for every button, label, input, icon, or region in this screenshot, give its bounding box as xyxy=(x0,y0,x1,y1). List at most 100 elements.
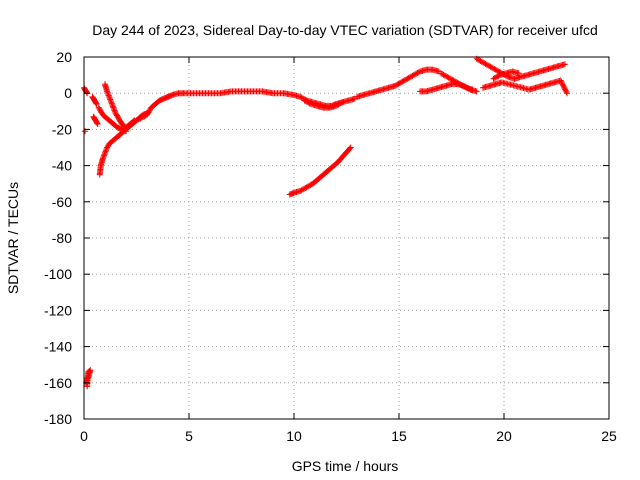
series-arc-end-low xyxy=(480,77,570,97)
x-axis-label: GPS time / hours xyxy=(292,458,399,474)
data-point xyxy=(395,80,402,87)
data-point xyxy=(438,70,444,77)
data-point xyxy=(138,114,145,121)
x-tick-label: 20 xyxy=(496,428,512,444)
data-point xyxy=(393,82,400,89)
grid xyxy=(84,57,609,419)
series-arc-late-upper xyxy=(438,70,476,93)
data-point xyxy=(111,107,118,114)
data-point xyxy=(413,70,420,77)
data-point xyxy=(83,89,90,96)
data-point xyxy=(476,57,483,64)
data-point xyxy=(453,78,460,85)
data-point xyxy=(449,76,456,83)
data-point xyxy=(99,155,106,162)
data-point xyxy=(558,80,565,87)
data-point xyxy=(398,79,405,86)
data-point xyxy=(561,85,568,92)
data-point xyxy=(444,73,451,80)
data-point xyxy=(297,187,304,194)
data-point xyxy=(333,102,339,109)
data-point xyxy=(107,97,114,104)
data-point xyxy=(450,77,457,84)
data-point xyxy=(100,154,107,161)
series-arc-end-right xyxy=(473,55,568,82)
data-point xyxy=(105,92,112,99)
data-point xyxy=(100,152,107,159)
data-point xyxy=(391,82,398,89)
data-point xyxy=(404,75,411,82)
data-point xyxy=(403,76,410,83)
data-point xyxy=(469,86,476,93)
data-point xyxy=(559,81,566,88)
data-point xyxy=(486,63,493,70)
data-point xyxy=(515,70,522,77)
data-point xyxy=(134,116,141,123)
data-point xyxy=(111,108,118,115)
data-marks xyxy=(81,55,570,390)
data-point xyxy=(557,77,564,84)
data-point xyxy=(399,78,406,85)
data-point xyxy=(336,100,343,107)
data-point xyxy=(347,144,354,151)
data-point xyxy=(560,83,567,90)
data-point xyxy=(105,91,112,98)
series-arc-late-rise xyxy=(354,66,442,100)
data-point xyxy=(304,183,311,190)
y-tick-label: 20 xyxy=(56,49,72,65)
data-point xyxy=(301,185,308,192)
chart-title: Day 244 of 2023, Sidereal Day-to-day VTE… xyxy=(92,22,598,38)
data-point xyxy=(446,75,453,82)
data-point xyxy=(410,72,417,79)
y-tick-label: -160 xyxy=(44,375,72,391)
data-point xyxy=(562,87,569,94)
data-point xyxy=(563,88,570,95)
data-point xyxy=(298,187,305,194)
data-point xyxy=(306,100,313,107)
data-point xyxy=(495,72,502,79)
data-point xyxy=(103,147,110,154)
data-point xyxy=(94,120,101,127)
y-tick-label: -60 xyxy=(52,194,72,210)
data-point xyxy=(562,86,569,93)
data-point xyxy=(339,99,346,106)
data-point xyxy=(338,99,345,106)
data-point xyxy=(451,78,458,85)
data-point xyxy=(110,104,117,111)
data-point xyxy=(396,80,403,87)
data-point xyxy=(455,80,462,87)
data-point xyxy=(107,96,114,103)
series-arc-early-low xyxy=(90,113,101,127)
data-point xyxy=(93,101,100,108)
data-point xyxy=(490,65,497,72)
y-tick-label: -20 xyxy=(52,121,72,137)
data-point xyxy=(494,73,501,80)
data-point xyxy=(306,182,313,189)
data-point xyxy=(106,93,113,100)
data-point xyxy=(478,58,485,65)
data-point xyxy=(456,81,463,88)
data-point xyxy=(334,102,341,109)
data-point xyxy=(439,71,446,78)
series-arc-descending-segment xyxy=(286,144,354,198)
data-point xyxy=(108,100,115,107)
x-tick-label: 15 xyxy=(391,428,407,444)
y-tick-label: -100 xyxy=(44,266,72,282)
data-point xyxy=(400,77,407,84)
data-point xyxy=(493,74,500,81)
plot-frame xyxy=(83,56,610,420)
data-point xyxy=(346,145,353,152)
y-tick-label: -180 xyxy=(44,411,72,427)
data-point xyxy=(335,101,342,108)
data-point xyxy=(303,184,310,191)
data-point xyxy=(304,98,311,105)
data-point xyxy=(490,75,497,82)
axis-ticks: 0 5 10 15 20 25 20 0 -20 -40 -60 -80 -100 -120 -140 -16… xyxy=(44,49,617,444)
data-point xyxy=(133,117,140,124)
data-point xyxy=(109,103,116,110)
data-point xyxy=(84,383,91,390)
data-point xyxy=(481,60,488,67)
data-point xyxy=(491,65,498,72)
data-point xyxy=(474,56,481,63)
data-point xyxy=(493,67,500,74)
